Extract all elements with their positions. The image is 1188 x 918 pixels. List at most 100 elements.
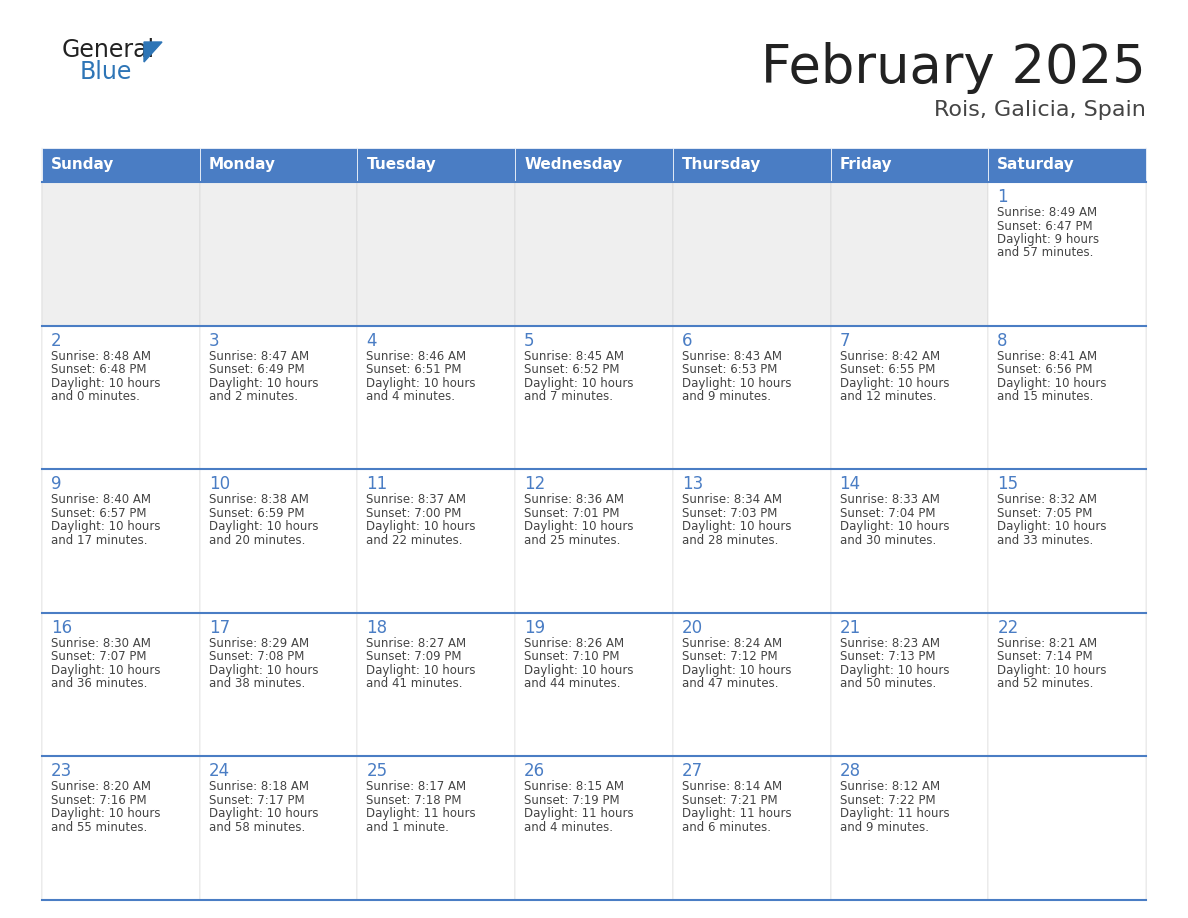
Text: Daylight: 10 hours: Daylight: 10 hours <box>840 376 949 389</box>
Bar <box>42 148 200 182</box>
Text: 11: 11 <box>366 476 387 493</box>
Text: Daylight: 10 hours: Daylight: 10 hours <box>682 521 791 533</box>
Text: and 17 minutes.: and 17 minutes. <box>51 533 147 547</box>
Bar <box>672 182 830 326</box>
Bar <box>830 469 988 613</box>
Text: and 6 minutes.: and 6 minutes. <box>682 821 771 834</box>
Text: Wednesday: Wednesday <box>524 158 623 173</box>
Bar <box>358 756 516 900</box>
Bar <box>358 182 516 326</box>
Text: Daylight: 10 hours: Daylight: 10 hours <box>51 808 160 821</box>
Bar <box>672 756 830 900</box>
Text: Sunset: 7:12 PM: Sunset: 7:12 PM <box>682 650 777 664</box>
Bar <box>42 326 200 469</box>
Bar <box>42 469 200 613</box>
Text: Daylight: 10 hours: Daylight: 10 hours <box>524 521 633 533</box>
Text: Saturday: Saturday <box>997 158 1075 173</box>
Text: and 4 minutes.: and 4 minutes. <box>524 821 613 834</box>
Text: Daylight: 10 hours: Daylight: 10 hours <box>366 664 476 677</box>
Text: Sunset: 7:17 PM: Sunset: 7:17 PM <box>209 794 304 807</box>
Text: Blue: Blue <box>80 60 132 84</box>
Text: 3: 3 <box>209 331 220 350</box>
Bar <box>672 613 830 756</box>
Text: 19: 19 <box>524 619 545 637</box>
Text: and 22 minutes.: and 22 minutes. <box>366 533 463 547</box>
Bar <box>516 148 672 182</box>
Bar <box>988 148 1146 182</box>
Text: Daylight: 10 hours: Daylight: 10 hours <box>840 664 949 677</box>
Text: Sunset: 7:04 PM: Sunset: 7:04 PM <box>840 507 935 520</box>
Text: and 0 minutes.: and 0 minutes. <box>51 390 140 403</box>
Text: and 9 minutes.: and 9 minutes. <box>840 821 929 834</box>
Polygon shape <box>144 42 162 62</box>
Text: 2: 2 <box>51 331 62 350</box>
Bar <box>830 756 988 900</box>
Text: and 36 minutes.: and 36 minutes. <box>51 677 147 690</box>
Text: 25: 25 <box>366 763 387 780</box>
Text: Daylight: 10 hours: Daylight: 10 hours <box>209 376 318 389</box>
Bar <box>200 756 358 900</box>
Text: Sunrise: 8:26 AM: Sunrise: 8:26 AM <box>524 637 624 650</box>
Text: Sunrise: 8:18 AM: Sunrise: 8:18 AM <box>209 780 309 793</box>
Text: 15: 15 <box>997 476 1018 493</box>
Text: and 7 minutes.: and 7 minutes. <box>524 390 613 403</box>
Text: Sunset: 7:21 PM: Sunset: 7:21 PM <box>682 794 777 807</box>
Bar <box>42 756 200 900</box>
Text: Sunset: 6:56 PM: Sunset: 6:56 PM <box>997 364 1093 376</box>
Bar <box>516 326 672 469</box>
Text: and 1 minute.: and 1 minute. <box>366 821 449 834</box>
Text: and 25 minutes.: and 25 minutes. <box>524 533 620 547</box>
Text: Daylight: 10 hours: Daylight: 10 hours <box>997 376 1107 389</box>
Text: Daylight: 10 hours: Daylight: 10 hours <box>682 376 791 389</box>
Text: Sunset: 6:57 PM: Sunset: 6:57 PM <box>51 507 146 520</box>
Text: February 2025: February 2025 <box>762 42 1146 94</box>
Text: Sunset: 6:55 PM: Sunset: 6:55 PM <box>840 364 935 376</box>
Text: Daylight: 11 hours: Daylight: 11 hours <box>840 808 949 821</box>
Text: and 33 minutes.: and 33 minutes. <box>997 533 1093 547</box>
Text: and 47 minutes.: and 47 minutes. <box>682 677 778 690</box>
Text: 18: 18 <box>366 619 387 637</box>
Text: 21: 21 <box>840 619 861 637</box>
Text: Sunset: 7:09 PM: Sunset: 7:09 PM <box>366 650 462 664</box>
Bar <box>830 148 988 182</box>
Text: Sunset: 6:49 PM: Sunset: 6:49 PM <box>209 364 304 376</box>
Text: Sunrise: 8:38 AM: Sunrise: 8:38 AM <box>209 493 309 506</box>
Text: Sunrise: 8:20 AM: Sunrise: 8:20 AM <box>51 780 151 793</box>
Text: 7: 7 <box>840 331 851 350</box>
Text: and 52 minutes.: and 52 minutes. <box>997 677 1094 690</box>
Bar <box>516 756 672 900</box>
Text: Sunset: 6:52 PM: Sunset: 6:52 PM <box>524 364 620 376</box>
Text: Sunrise: 8:48 AM: Sunrise: 8:48 AM <box>51 350 151 363</box>
Bar <box>672 148 830 182</box>
Bar <box>200 326 358 469</box>
Text: Sunrise: 8:21 AM: Sunrise: 8:21 AM <box>997 637 1098 650</box>
Text: and 4 minutes.: and 4 minutes. <box>366 390 455 403</box>
Text: 1: 1 <box>997 188 1007 206</box>
Bar <box>358 326 516 469</box>
Text: Sunrise: 8:46 AM: Sunrise: 8:46 AM <box>366 350 467 363</box>
Text: Sunrise: 8:23 AM: Sunrise: 8:23 AM <box>840 637 940 650</box>
Text: Sunset: 7:16 PM: Sunset: 7:16 PM <box>51 794 146 807</box>
Bar <box>200 182 358 326</box>
Text: 20: 20 <box>682 619 703 637</box>
Text: Sunrise: 8:30 AM: Sunrise: 8:30 AM <box>51 637 151 650</box>
Text: Daylight: 10 hours: Daylight: 10 hours <box>682 664 791 677</box>
Text: Sunrise: 8:27 AM: Sunrise: 8:27 AM <box>366 637 467 650</box>
Text: and 44 minutes.: and 44 minutes. <box>524 677 620 690</box>
Text: Daylight: 10 hours: Daylight: 10 hours <box>209 521 318 533</box>
Text: Sunrise: 8:49 AM: Sunrise: 8:49 AM <box>997 206 1098 219</box>
Text: Sunrise: 8:29 AM: Sunrise: 8:29 AM <box>209 637 309 650</box>
Text: Daylight: 10 hours: Daylight: 10 hours <box>51 376 160 389</box>
Text: Sunset: 6:48 PM: Sunset: 6:48 PM <box>51 364 146 376</box>
Text: Sunrise: 8:15 AM: Sunrise: 8:15 AM <box>524 780 624 793</box>
Text: Sunday: Sunday <box>51 158 114 173</box>
Bar <box>516 469 672 613</box>
Bar <box>358 469 516 613</box>
Bar <box>358 613 516 756</box>
Text: 14: 14 <box>840 476 860 493</box>
Text: Sunset: 7:14 PM: Sunset: 7:14 PM <box>997 650 1093 664</box>
Text: Sunrise: 8:42 AM: Sunrise: 8:42 AM <box>840 350 940 363</box>
Text: Sunset: 7:18 PM: Sunset: 7:18 PM <box>366 794 462 807</box>
Text: 28: 28 <box>840 763 860 780</box>
Bar <box>42 613 200 756</box>
